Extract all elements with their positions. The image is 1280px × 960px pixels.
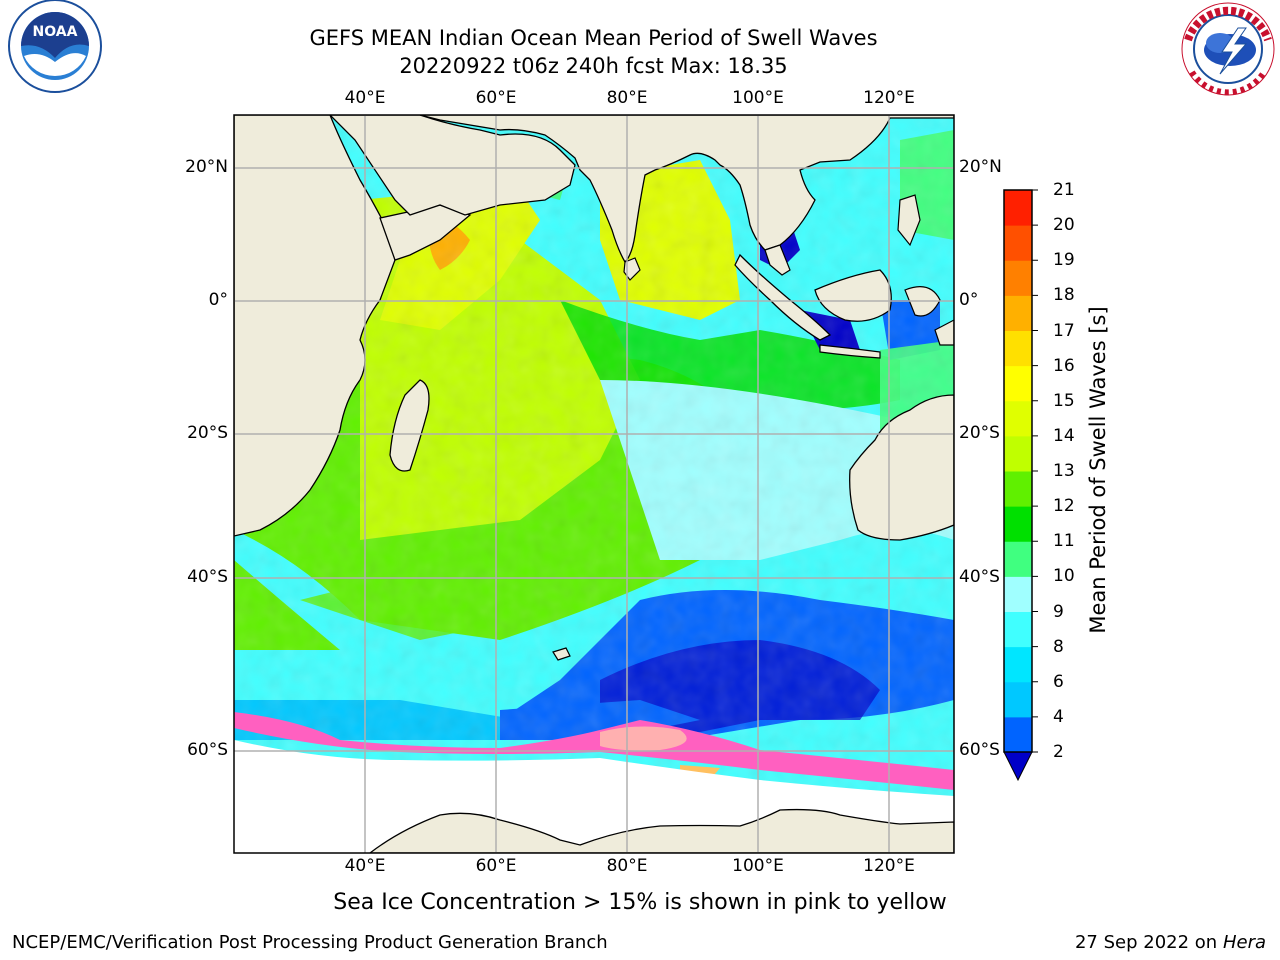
colorbar-segment <box>1004 330 1032 367</box>
lon-label-bottom-60e: 60°E <box>475 856 517 876</box>
colorbar-segment <box>1004 295 1032 331</box>
lat-label-right-40s: 40°S <box>959 567 1000 587</box>
footer-host: Hera <box>1222 932 1266 953</box>
colorbar-segment <box>1004 190 1032 226</box>
map-gridlines <box>234 115 954 853</box>
colorbar-tick-label: 12 <box>1053 496 1075 517</box>
colorbar-tick-label: 14 <box>1053 425 1075 446</box>
svg-text:NOAA: NOAA <box>33 24 78 40</box>
lon-label-bottom-120e: 120°E <box>863 856 915 876</box>
colorbar-tick-label: 17 <box>1053 320 1075 341</box>
colorbar-segment <box>1004 716 1032 753</box>
colorbar-segment <box>1004 471 1032 507</box>
footer-date: 27 Sep 2022 on Hera <box>1075 932 1266 953</box>
colorbar-segment <box>1004 435 1032 472</box>
lat-label-left-0: 0° <box>208 290 228 310</box>
colorbar-segment <box>1004 260 1032 296</box>
map-area <box>234 115 954 853</box>
lat-label-right-20s: 20°S <box>959 423 1000 443</box>
madagascar-land <box>389 379 430 472</box>
lon-label-top-80e: 80°E <box>606 88 648 108</box>
colorbar-segment <box>1004 506 1032 542</box>
lat-label-left-60s: 60°S <box>187 740 228 760</box>
colorbar-segment <box>1004 541 1032 577</box>
colorbar-extend-triangle <box>1003 751 1033 782</box>
lon-label-top-40e: 40°E <box>344 88 386 108</box>
colorbar-tick-label: 20 <box>1053 215 1075 236</box>
map-title: GEFS MEAN Indian Ocean Mean Period of Sw… <box>309 26 878 50</box>
noaa-logo-icon: NOAA <box>8 0 102 93</box>
lat-label-right-60s: 60°S <box>959 740 1000 760</box>
colorbar-segment <box>1004 400 1032 437</box>
colorbar-segment <box>1004 365 1032 402</box>
asia-land <box>419 115 954 264</box>
colorbar-tick-label: 11 <box>1053 531 1075 552</box>
lon-label-top-120e: 120°E <box>863 88 915 108</box>
colorbar-tick-label: 2 <box>1053 742 1064 762</box>
arabia-land <box>329 115 576 216</box>
colorbar-tick-label: 21 <box>1053 180 1075 200</box>
lat-label-left-40s: 40°S <box>187 567 228 587</box>
lon-label-top-100e: 100°E <box>732 88 784 108</box>
colorbar-segment <box>1004 646 1032 683</box>
footer-branch: NCEP/EMC/Verification Post Processing Pr… <box>12 932 608 953</box>
colorbar-segment <box>1004 681 1032 718</box>
colorbar-tick-label: 19 <box>1053 250 1075 271</box>
national-weather-service-logo-icon <box>1181 2 1275 96</box>
lon-label-bottom-100e: 100°E <box>732 856 784 876</box>
colorbar-tick-label: 15 <box>1053 390 1075 411</box>
map-frame <box>233 114 955 854</box>
colorbar-tick-label: 4 <box>1053 706 1064 727</box>
colorbar-segment <box>1004 611 1032 648</box>
colorbar-tick-label: 16 <box>1053 355 1075 376</box>
lat-label-left-20n: 20°N <box>185 157 228 177</box>
colorbar <box>1003 189 1038 782</box>
lon-label-top-60e: 60°E <box>475 88 517 108</box>
antarctica-land <box>368 808 954 853</box>
footer-date-text: 27 Sep 2022 on <box>1074 932 1218 953</box>
map-subtitle: 20220922 t06z 240h fcst Max: 18.35 <box>399 54 788 78</box>
lon-label-bottom-40e: 40°E <box>344 856 386 876</box>
colorbar-tick-label: 10 <box>1053 566 1075 587</box>
sea-ice-note: Sea Ice Concentration > 15% is shown in … <box>333 890 947 915</box>
colorbar-tick-label: 18 <box>1053 285 1075 306</box>
colorbar-tick-label: 13 <box>1053 461 1075 481</box>
lat-label-right-0: 0° <box>959 290 979 310</box>
australia-land <box>849 394 954 541</box>
colorbar-segment <box>1004 225 1032 261</box>
lat-label-left-20s: 20°S <box>187 423 228 443</box>
colorbar-title: Mean Period of Swell Waves [s] <box>1086 306 1110 634</box>
colorbar-tick-label: 6 <box>1053 671 1064 692</box>
colorbar-tick-label: 9 <box>1053 601 1064 622</box>
colorbar-segment <box>1004 576 1032 612</box>
colorbar-tick-label: 8 <box>1053 636 1064 657</box>
lat-label-right-20n: 20°N <box>959 157 1002 177</box>
lon-label-bottom-80e: 80°E <box>606 856 648 876</box>
